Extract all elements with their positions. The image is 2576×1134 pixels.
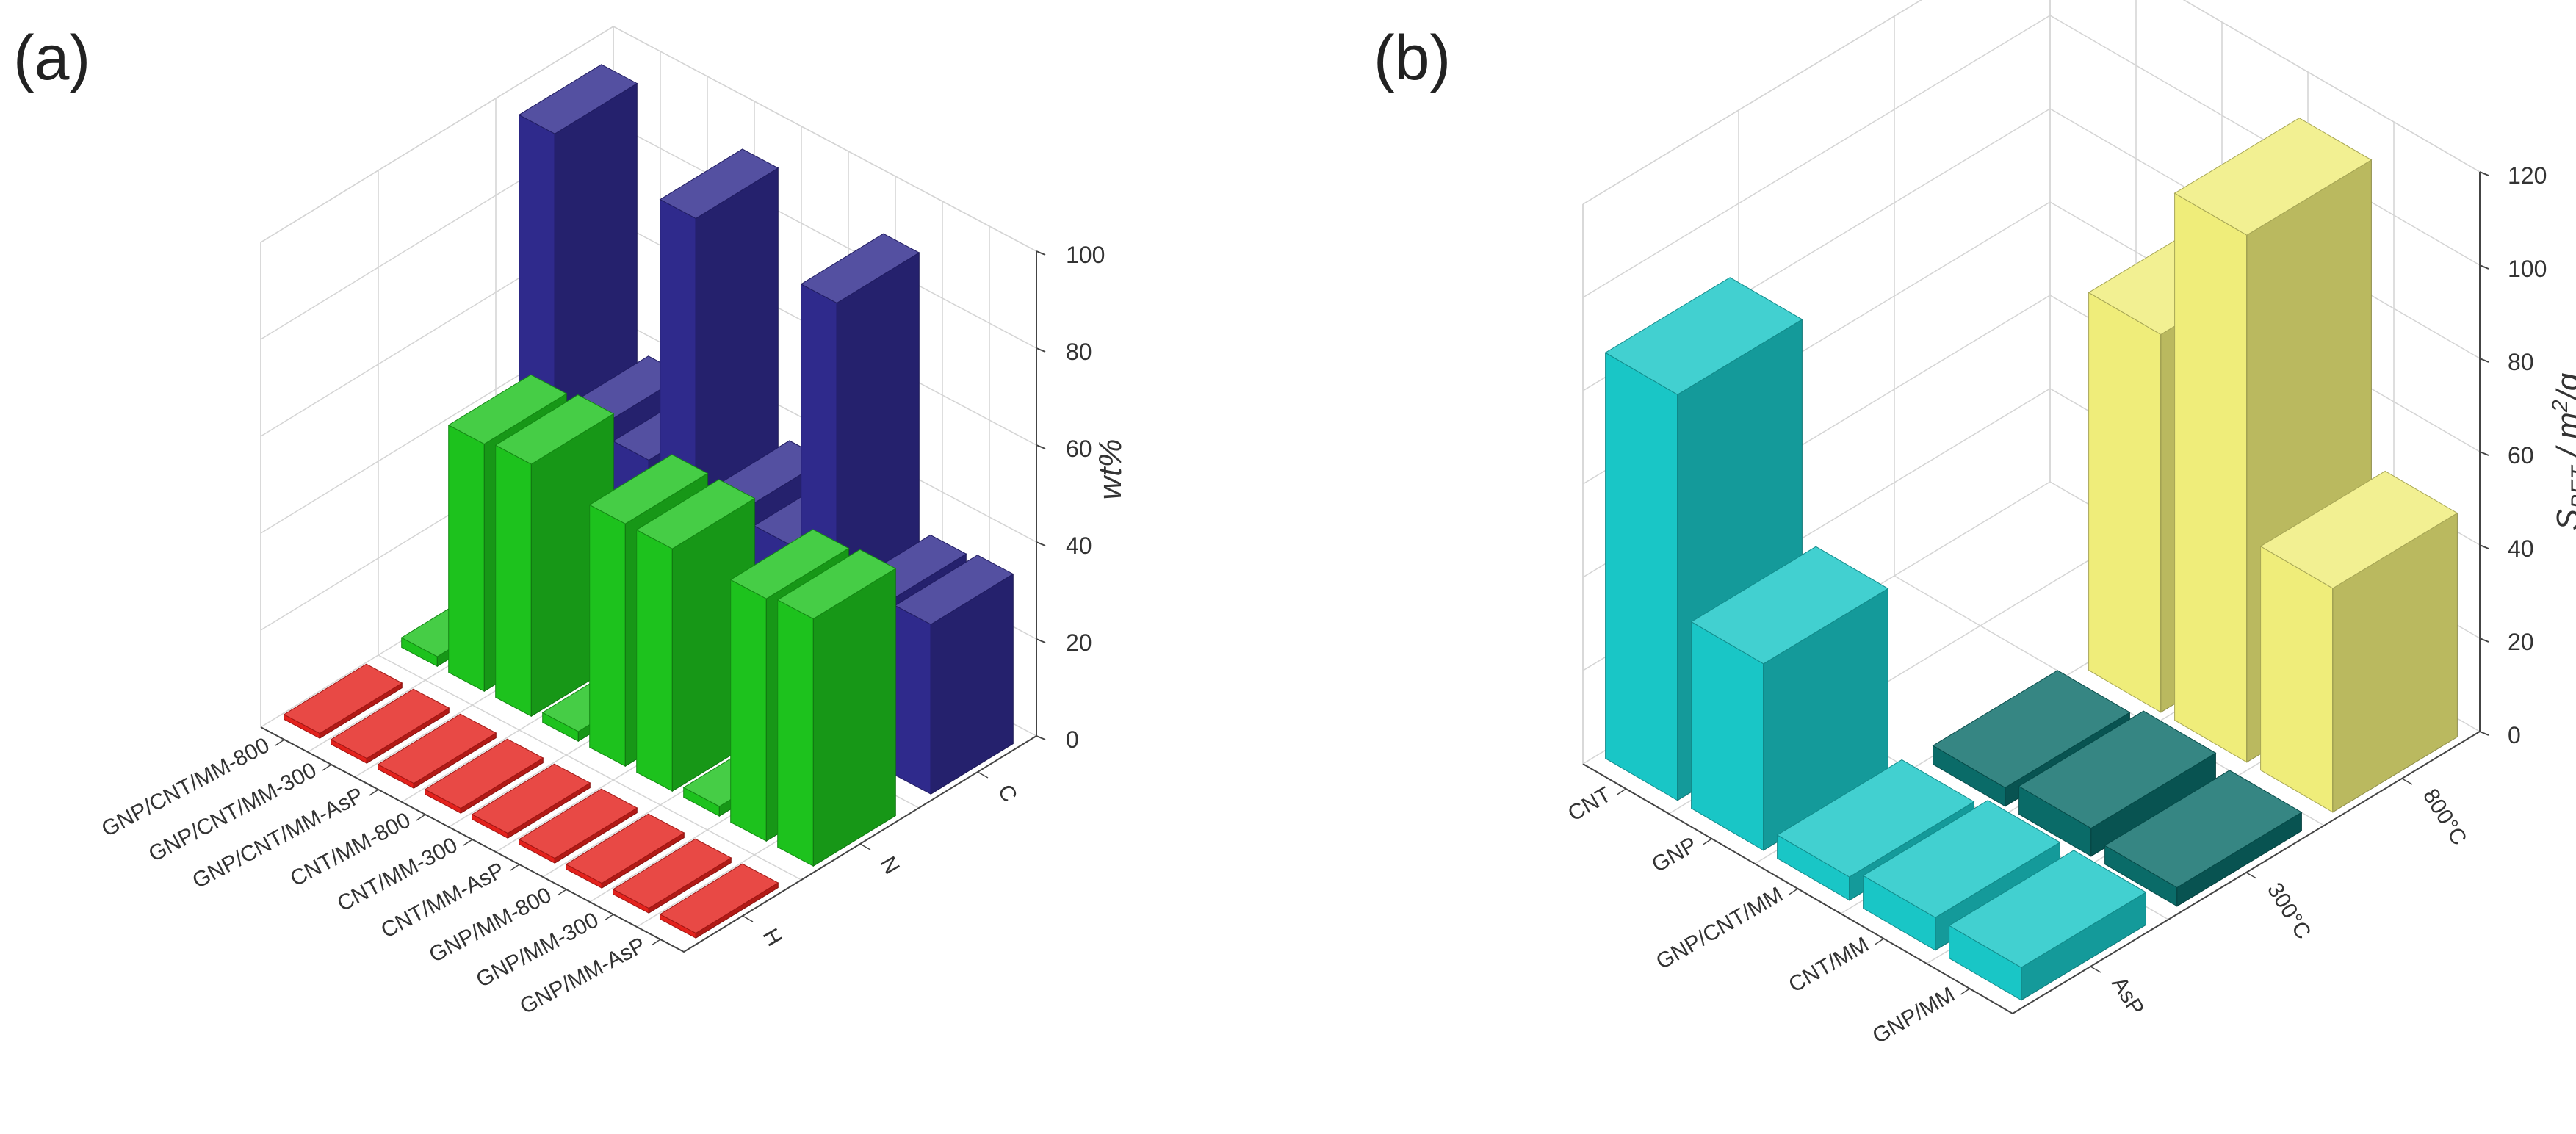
z-title-sub: BET — [2567, 464, 2576, 509]
z-tick-label: 60 — [1066, 436, 1092, 462]
z-tick-label: 120 — [2508, 162, 2547, 189]
z-tick-label: 20 — [1066, 629, 1092, 656]
bar-H-1 — [283, 663, 403, 740]
z-tick-label: 60 — [2508, 442, 2534, 469]
bar-AsP-2 — [1690, 546, 1889, 851]
panel-b: (b) 0 20 40 60 80 100 120 CNT GNP GNP/CNT/MMCNT/… — [1374, 0, 2576, 1049]
panel-a-label: (a) — [13, 23, 90, 93]
z-title-rest: / m — [2550, 412, 2576, 466]
bar-300-5 — [2104, 770, 2303, 907]
element-label: H — [758, 925, 787, 950]
z-tick-label: 40 — [1066, 532, 1092, 559]
z-tick-label: 0 — [2508, 722, 2521, 748]
bar-N-9 — [776, 549, 897, 867]
bar-300-4 — [2018, 710, 2217, 857]
element-label: N — [876, 853, 904, 878]
panel-b-z-axis-title: SBET / m2/g — [2548, 372, 2576, 530]
bar-H-2 — [330, 688, 450, 765]
bar-AsP-5 — [1948, 850, 2147, 1001]
z-title-end: /g — [2550, 372, 2576, 402]
material-label: CNT — [1564, 782, 1615, 826]
bar-H-6 — [518, 788, 638, 864]
material-label: GNP/MM — [1869, 982, 1959, 1048]
z-tick-label: 20 — [2508, 629, 2534, 655]
z-tick-label: 100 — [1066, 242, 1105, 268]
panel-b-z-ticks: 0 20 40 60 80 100 120 — [2479, 162, 2547, 748]
bar-H-5 — [471, 763, 591, 839]
z-tick-label: 40 — [2508, 535, 2534, 562]
z-tick-label: 80 — [1066, 339, 1092, 365]
z-tick-label: 100 — [2508, 256, 2547, 282]
panel-a-z-ticks: 0 20 40 60 80 100 — [1036, 242, 1105, 753]
bar-H-3 — [377, 713, 497, 790]
panel-a-bars — [283, 64, 1014, 939]
z-title-main: S — [2550, 509, 2576, 530]
bar-H-8 — [612, 838, 732, 914]
z-tick-label: 0 — [1066, 726, 1079, 753]
bar-H-4 — [424, 738, 544, 815]
panel-a-z-axis-title: wt% — [1092, 438, 1128, 499]
treatment-label: AsP — [2107, 972, 2149, 1019]
panel-b-label: (b) — [1374, 23, 1451, 93]
material-label: GNP/CNT/MM — [1652, 882, 1787, 974]
material-label: CNT/MM — [1785, 932, 1873, 997]
bar-C-9 — [894, 555, 1014, 795]
panel-b-bars — [1604, 118, 2458, 1001]
bar-H-9 — [659, 863, 779, 939]
treatment-label: 800°C — [2418, 784, 2471, 849]
material-label: GNP — [1648, 832, 1701, 877]
treatment-label: 300°C — [2262, 878, 2315, 943]
element-label: C — [993, 781, 1022, 806]
bar-800-5 — [2259, 470, 2458, 813]
bar-H-7 — [565, 813, 685, 889]
z-title-sup: 2 — [2548, 400, 2572, 413]
z-tick-label: 80 — [2508, 349, 2534, 375]
